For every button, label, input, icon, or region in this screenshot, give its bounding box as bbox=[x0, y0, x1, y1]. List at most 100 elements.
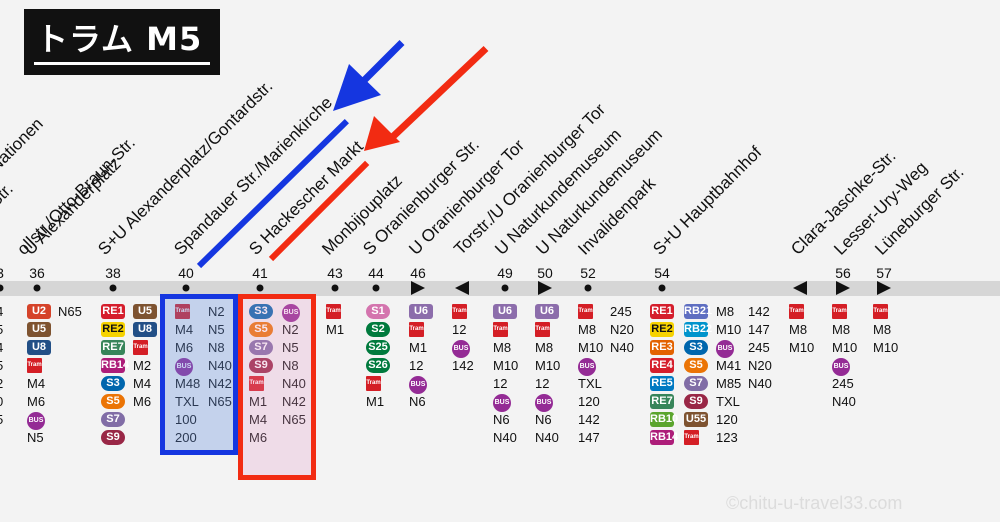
station-number: 41 bbox=[252, 265, 268, 281]
route-label: M1 bbox=[366, 394, 385, 409]
route-label: N20 bbox=[610, 322, 634, 337]
s3-badge: S3 bbox=[101, 376, 125, 391]
station-number: 43 bbox=[327, 265, 343, 281]
route-label: 12 bbox=[493, 376, 508, 391]
route-label: N5 bbox=[208, 322, 225, 337]
station-number: 46 bbox=[410, 265, 426, 281]
route-label: N40 bbox=[535, 430, 559, 445]
tram-icon: Tram bbox=[366, 376, 381, 391]
station-dot bbox=[372, 284, 380, 292]
route-label: 4 bbox=[0, 341, 3, 354]
route-label: 123 bbox=[716, 430, 738, 445]
route-label: TXL bbox=[175, 394, 199, 409]
route-label: M10 bbox=[578, 340, 604, 355]
station-dot bbox=[0, 284, 4, 292]
station-dot bbox=[501, 284, 509, 292]
route-label: 12 bbox=[452, 322, 467, 337]
bus-icon: BUS bbox=[282, 304, 300, 322]
route-label: M8 bbox=[873, 322, 892, 337]
rb10-badge: RB10 bbox=[650, 412, 679, 427]
direction-arrow-right bbox=[877, 281, 891, 295]
route-label: 147 bbox=[748, 322, 770, 337]
direction-arrow-left bbox=[455, 281, 469, 295]
page-title: トラム M5 bbox=[36, 20, 203, 58]
re1-badge: RE1 bbox=[101, 304, 125, 319]
route-label: N5 bbox=[282, 340, 299, 355]
route-label: M8 bbox=[716, 304, 735, 319]
s9-badge: S9 bbox=[101, 430, 125, 445]
station-number: 36 bbox=[29, 265, 45, 281]
route-label: 5 bbox=[0, 359, 3, 372]
route-label: 4 bbox=[0, 305, 3, 318]
tram-icon: Tram bbox=[535, 322, 550, 337]
route-label: 147 bbox=[578, 430, 600, 445]
route-label: N6 bbox=[409, 394, 426, 409]
route-label: M6 bbox=[175, 340, 194, 355]
route-label: 142 bbox=[578, 412, 600, 427]
bus-icon: BUS bbox=[27, 412, 45, 430]
route-label: M6 bbox=[133, 394, 152, 409]
route-label: N40 bbox=[282, 376, 306, 391]
route-label: M2 bbox=[133, 358, 152, 373]
tram-icon: Tram bbox=[27, 358, 42, 373]
route-label: 5 bbox=[0, 323, 3, 336]
s7-badge: S7 bbox=[249, 340, 273, 355]
re3-badge: RE3 bbox=[650, 340, 674, 355]
station-number: 57 bbox=[876, 265, 892, 281]
route-label: TXL bbox=[716, 394, 740, 409]
s5-badge: S5 bbox=[249, 322, 273, 337]
s5-badge: S5 bbox=[684, 358, 708, 373]
u8-badge: U8 bbox=[133, 322, 157, 337]
station-number: 50 bbox=[537, 265, 553, 281]
re4-badge: RE4 bbox=[650, 358, 674, 373]
station-number: 40 bbox=[178, 265, 194, 281]
route-label: M41 bbox=[716, 358, 742, 373]
route-label: N20 bbox=[748, 358, 772, 373]
arrow-head-red bbox=[364, 116, 400, 151]
u8-badge: U8 bbox=[27, 340, 51, 355]
bus-icon: BUS bbox=[832, 358, 850, 376]
s9-badge: S9 bbox=[249, 358, 273, 373]
route-label: 12 bbox=[409, 358, 424, 373]
route-label: M1 bbox=[249, 394, 268, 409]
route-label: N2 bbox=[282, 322, 299, 337]
route-label: N6 bbox=[493, 412, 510, 427]
station-number: 54 bbox=[654, 265, 670, 281]
route-label: 5 bbox=[0, 413, 3, 426]
route-label: 200 bbox=[175, 430, 197, 445]
direction-arrow-right bbox=[411, 281, 425, 295]
route-label: N8 bbox=[282, 358, 299, 373]
route-label: N6 bbox=[535, 412, 552, 427]
tram-icon: Tram bbox=[493, 322, 508, 337]
direction-arrow-left bbox=[793, 281, 807, 295]
route-label: N40 bbox=[748, 376, 772, 391]
s7-badge: S7 bbox=[684, 376, 708, 391]
station-dot bbox=[584, 284, 592, 292]
route-label: 2 bbox=[0, 377, 3, 390]
rb14-badge: RB14 bbox=[650, 430, 679, 445]
re2-badge: RE2 bbox=[650, 322, 674, 337]
route-label: M10 bbox=[873, 340, 899, 355]
s26-badge: S26 bbox=[366, 358, 390, 373]
u5-badge: U5 bbox=[27, 322, 51, 337]
route-label: 120 bbox=[716, 412, 738, 427]
bus-icon: BUS bbox=[535, 394, 553, 412]
route-label: N65 bbox=[282, 412, 306, 427]
s3-badge: S3 bbox=[684, 340, 708, 355]
route-label: 142 bbox=[452, 358, 474, 373]
direction-arrow-right bbox=[538, 281, 552, 295]
route-label: M1 bbox=[326, 322, 345, 337]
direction-arrow-right bbox=[836, 281, 850, 295]
s7-badge: S7 bbox=[101, 412, 125, 427]
route-label: M8 bbox=[535, 340, 554, 355]
s25-badge: S25 bbox=[366, 340, 390, 355]
u55-badge: U55 bbox=[684, 412, 708, 427]
route-label: N5 bbox=[27, 430, 44, 445]
tram-icon: Tram bbox=[789, 304, 804, 319]
tram-icon: Tram bbox=[409, 322, 424, 337]
route-label: N40 bbox=[610, 340, 634, 355]
route-label: M8 bbox=[789, 322, 808, 337]
route-label: N40 bbox=[832, 394, 856, 409]
route-label: TXL bbox=[578, 376, 602, 391]
